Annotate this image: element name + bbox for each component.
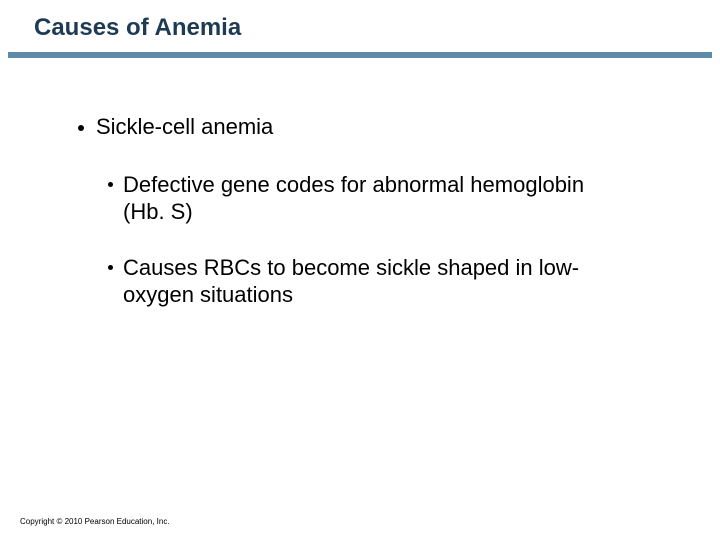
slide-header: Causes of Anemia bbox=[0, 0, 720, 58]
copyright-text: Copyright © 2010 Pearson Education, Inc. bbox=[20, 517, 170, 526]
bullet-level1: Sickle-cell anemia bbox=[78, 113, 720, 141]
bullet-dot-icon bbox=[78, 125, 84, 131]
slide-title: Causes of Anemia bbox=[0, 0, 720, 52]
bullet-level2: Defective gene codes for abnormal hemogl… bbox=[108, 171, 720, 226]
slide-content: Sickle-cell anemia Defective gene codes f… bbox=[0, 113, 720, 337]
bullet-level2: Causes RBCs to become sickle shaped in l… bbox=[108, 254, 720, 309]
bullet-dot-icon bbox=[108, 265, 113, 270]
bullet-level2-text: Defective gene codes for abnormal hemogl… bbox=[123, 171, 623, 226]
bullet-dot-icon bbox=[108, 182, 113, 187]
bullet-level2-text: Causes RBCs to become sickle shaped in l… bbox=[123, 254, 623, 309]
title-underline bbox=[8, 52, 712, 58]
bullet-level1-text: Sickle-cell anemia bbox=[96, 113, 273, 141]
